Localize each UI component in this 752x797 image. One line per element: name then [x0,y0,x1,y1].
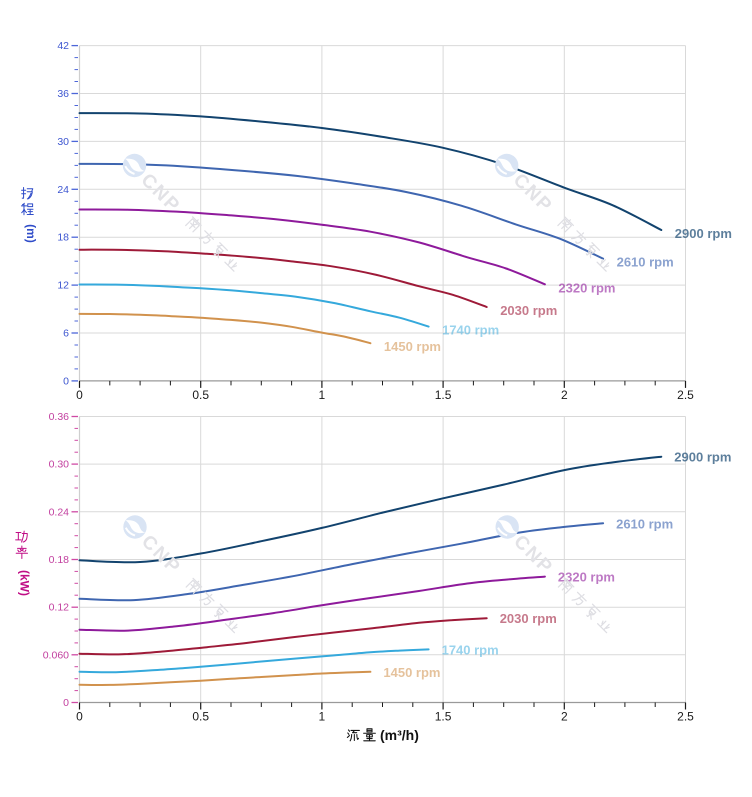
svg-text:0: 0 [76,388,83,402]
svg-text:1: 1 [319,388,326,402]
svg-text:42: 42 [57,40,69,52]
svg-text:2: 2 [561,388,568,402]
svg-text:2610 rpm: 2610 rpm [617,255,674,270]
svg-text:1: 1 [319,710,326,724]
svg-text:0.24: 0.24 [49,506,70,518]
svg-text:0: 0 [63,375,69,387]
svg-text:2320 rpm: 2320 rpm [558,280,615,295]
svg-text:(m): (m) [24,224,38,243]
svg-text:0: 0 [76,710,83,724]
svg-text:24: 24 [57,184,69,196]
svg-text:2030 rpm: 2030 rpm [500,303,557,318]
svg-text:1740 rpm: 1740 rpm [442,642,499,657]
svg-text:2610 rpm: 2610 rpm [616,516,673,531]
svg-text:1450 rpm: 1450 rpm [384,339,441,354]
svg-text:2: 2 [561,710,568,724]
svg-text:2.5: 2.5 [677,388,694,402]
svg-text:2900 rpm: 2900 rpm [674,450,731,465]
svg-text:2030 rpm: 2030 rpm [500,611,557,626]
svg-text:0: 0 [63,697,69,709]
svg-text:0.060: 0.060 [43,649,69,661]
svg-text:0.30: 0.30 [49,459,70,471]
svg-text:1450 rpm: 1450 rpm [383,665,440,680]
svg-text:1740 rpm: 1740 rpm [442,323,499,338]
svg-text:2320 rpm: 2320 rpm [558,570,615,585]
svg-text:0.5: 0.5 [192,710,209,724]
svg-text:12: 12 [57,280,69,292]
svg-text:(kW): (kW) [18,570,32,596]
svg-text:(m³/h): (m³/h) [380,727,419,743]
svg-text:30: 30 [57,136,69,148]
svg-text:36: 36 [57,88,69,100]
svg-text:6: 6 [63,328,69,340]
svg-text:1.5: 1.5 [435,388,452,402]
svg-text:0.5: 0.5 [192,388,209,402]
svg-text:0.12: 0.12 [49,602,70,614]
svg-text:0.18: 0.18 [49,554,70,566]
svg-text:0.36: 0.36 [49,411,70,423]
svg-text:2900 rpm: 2900 rpm [675,226,732,241]
svg-text:18: 18 [57,232,69,244]
svg-text:1.5: 1.5 [435,710,452,724]
svg-text:2.5: 2.5 [677,710,694,724]
